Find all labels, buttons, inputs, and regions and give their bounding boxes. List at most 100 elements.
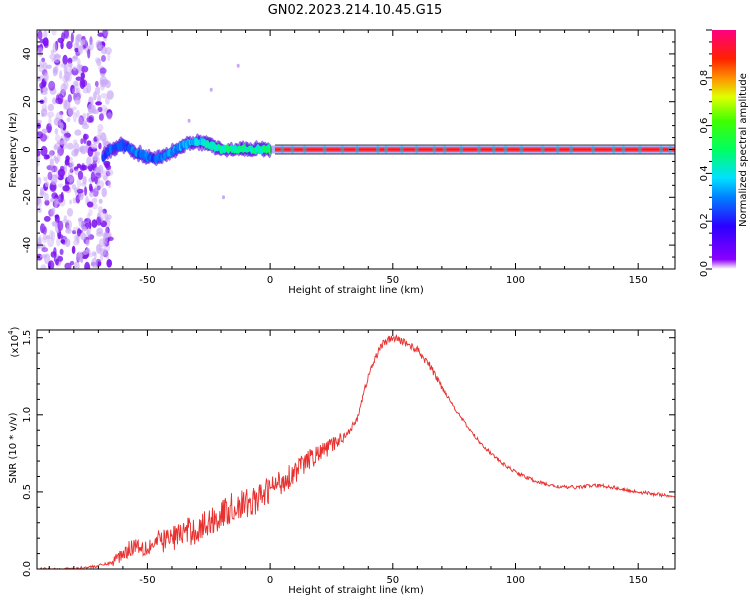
noise-blob: [72, 230, 77, 235]
carrier-spot: [503, 145, 508, 154]
noise-blob: [69, 160, 74, 171]
noise-blob: [104, 80, 111, 89]
y-tick-label: 0: [22, 146, 33, 152]
noise-blob: [95, 101, 102, 106]
x-tick-label: 0: [267, 575, 273, 586]
noise-blob: [89, 36, 93, 46]
noise-blob: [71, 56, 78, 62]
carrier-spot: [414, 145, 419, 154]
noise-blob: [78, 192, 84, 201]
noise-blob: [98, 113, 104, 121]
noise-blob: [39, 59, 45, 68]
noise-blob: [86, 140, 92, 147]
noise-blob: [51, 30, 57, 36]
noise-blob: [43, 176, 48, 182]
noise-blob: [77, 228, 82, 237]
weak-spot: [187, 118, 191, 123]
colorbar-tick-label: 0.6: [699, 118, 710, 134]
noise-blob: [41, 128, 48, 134]
noise-blob: [95, 86, 101, 96]
noise-blob: [82, 112, 87, 120]
noise-blob: [74, 47, 79, 53]
noise-blob: [97, 124, 104, 132]
noise-blob: [95, 40, 103, 50]
noise-blob: [102, 30, 108, 39]
carrier-spot: [322, 145, 327, 154]
noise-blob: [80, 182, 87, 187]
noise-blob: [50, 207, 56, 217]
noise-blob: [49, 150, 55, 156]
noise-blob: [80, 138, 84, 145]
noise-blob: [41, 57, 45, 63]
noise-blob: [67, 94, 73, 103]
noise-blob: [43, 30, 48, 39]
carrier-spot: [290, 145, 295, 154]
noise-blob: [90, 143, 98, 150]
snr-series-line: [37, 334, 675, 569]
noise-blob: [77, 116, 83, 125]
noise-blob: [77, 217, 83, 223]
x-tick-label: -50: [139, 275, 155, 286]
colorbar-tick-label: 0.2: [699, 213, 710, 229]
snr-multiplier-base: (x10: [10, 335, 21, 358]
noise-blob: [88, 208, 93, 217]
snr-y-tick-label: 0.0: [22, 561, 33, 577]
noise-blob: [65, 238, 71, 248]
colorbar-tick-label: 0.4: [699, 165, 710, 181]
noise-blob: [86, 228, 91, 239]
noise-blob: [37, 134, 40, 144]
noise-blob: [75, 87, 81, 95]
snr-y-tick-label: 1.5: [22, 330, 33, 346]
noise-blob: [61, 32, 65, 42]
x-tick-label: 100: [506, 575, 525, 586]
noise-blob: [91, 197, 98, 204]
noise-blob: [87, 48, 91, 59]
noise-blob: [76, 234, 80, 244]
noise-blob: [72, 106, 77, 111]
noise-blob: [84, 261, 90, 269]
noise-blob: [67, 62, 73, 68]
carrier-spot: [340, 145, 345, 154]
noise-blob: [39, 39, 45, 44]
noise-blob: [106, 112, 113, 121]
noise-blob: [37, 176, 42, 186]
noise-blob: [74, 96, 81, 105]
noise-blob: [99, 253, 104, 261]
noise-blob: [50, 251, 57, 258]
noise-blob: [63, 143, 68, 150]
noise-blob: [80, 79, 88, 88]
noise-blob: [38, 234, 42, 245]
spectrogram-ylabel: Frequency (Hz): [8, 112, 19, 188]
colorbar-gradient: [712, 30, 736, 269]
x-tick-label: 50: [386, 275, 399, 286]
noise-blob: [84, 186, 87, 196]
noise-blob: [53, 53, 61, 64]
noise-blob: [60, 239, 66, 244]
carrier-peak: [275, 148, 675, 151]
spectrogram-panel: -50 0 50 100 150 -40 -20 0 20 40 Height of straig…: [8, 29, 676, 296]
noise-blob: [47, 171, 53, 181]
snr-ylabel: SNR (10 * v/v): [8, 412, 19, 483]
noise-blob: [48, 150, 54, 158]
colorbar-tick-label: 0.0: [699, 261, 710, 277]
noise-blob: [105, 226, 110, 234]
carrier-spot: [519, 145, 524, 154]
spectrogram-noise: [37, 30, 114, 269]
carrier-spot: [569, 145, 574, 154]
noise-blob: [75, 148, 80, 154]
noise-blob: [81, 226, 87, 232]
noise-blob: [63, 215, 67, 221]
noise-blob: [49, 184, 57, 191]
noise-blob: [51, 207, 56, 213]
noise-blob: [106, 259, 112, 268]
noise-blob: [59, 122, 64, 130]
noise-blob: [79, 145, 87, 155]
noise-blob: [86, 112, 90, 118]
noise-blob: [62, 75, 68, 83]
carrier-spot: [621, 145, 626, 154]
noise-blob: [102, 208, 107, 214]
noise-blob: [94, 176, 98, 185]
noise-blob: [81, 164, 88, 171]
carrier-spot: [591, 145, 596, 154]
noise-blob: [42, 226, 47, 235]
